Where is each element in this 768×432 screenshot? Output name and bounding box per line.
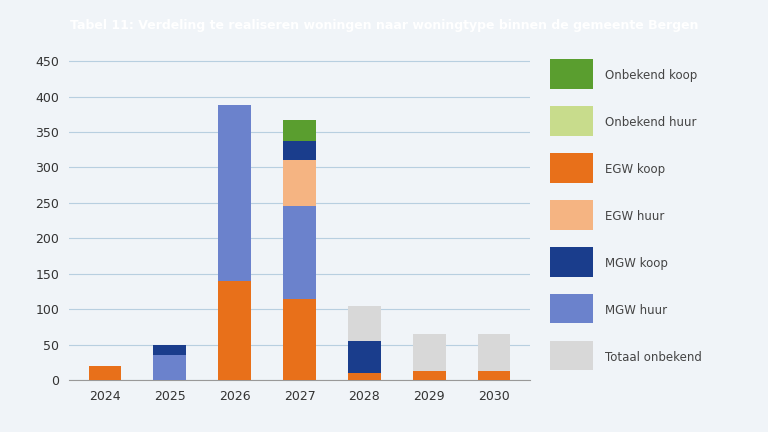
Bar	[413, 334, 445, 371]
Bar	[550, 106, 593, 136]
Text: MGW huur: MGW huur	[605, 304, 667, 317]
Bar	[550, 341, 593, 370]
Bar	[283, 299, 316, 380]
Bar	[283, 160, 316, 206]
Bar	[550, 247, 593, 276]
Text: EGW huur: EGW huur	[605, 210, 665, 223]
Bar	[154, 345, 186, 356]
Bar	[348, 306, 381, 341]
Bar	[88, 366, 121, 380]
Bar	[478, 334, 511, 371]
Text: Totaal onbekend: Totaal onbekend	[605, 351, 703, 364]
Bar	[154, 356, 186, 380]
Bar	[283, 120, 316, 141]
Bar	[478, 371, 511, 380]
Bar	[550, 200, 593, 229]
Text: EGW koop: EGW koop	[605, 163, 666, 176]
Text: MGW koop: MGW koop	[605, 257, 668, 270]
Text: Onbekend huur: Onbekend huur	[605, 116, 697, 129]
Bar	[348, 373, 381, 380]
Bar	[550, 153, 593, 183]
Bar	[413, 371, 445, 380]
Text: Onbekend koop: Onbekend koop	[605, 69, 698, 82]
Bar	[550, 294, 593, 324]
Bar	[348, 341, 381, 373]
Bar	[218, 281, 251, 380]
Bar	[550, 59, 593, 89]
Text: Tabel 11: Verdeling te realiseren woningen naar woningtype binnen de gemeente Be: Tabel 11: Verdeling te realiseren woning…	[70, 19, 698, 32]
Bar	[283, 206, 316, 299]
Bar	[218, 105, 251, 281]
Bar	[283, 141, 316, 160]
